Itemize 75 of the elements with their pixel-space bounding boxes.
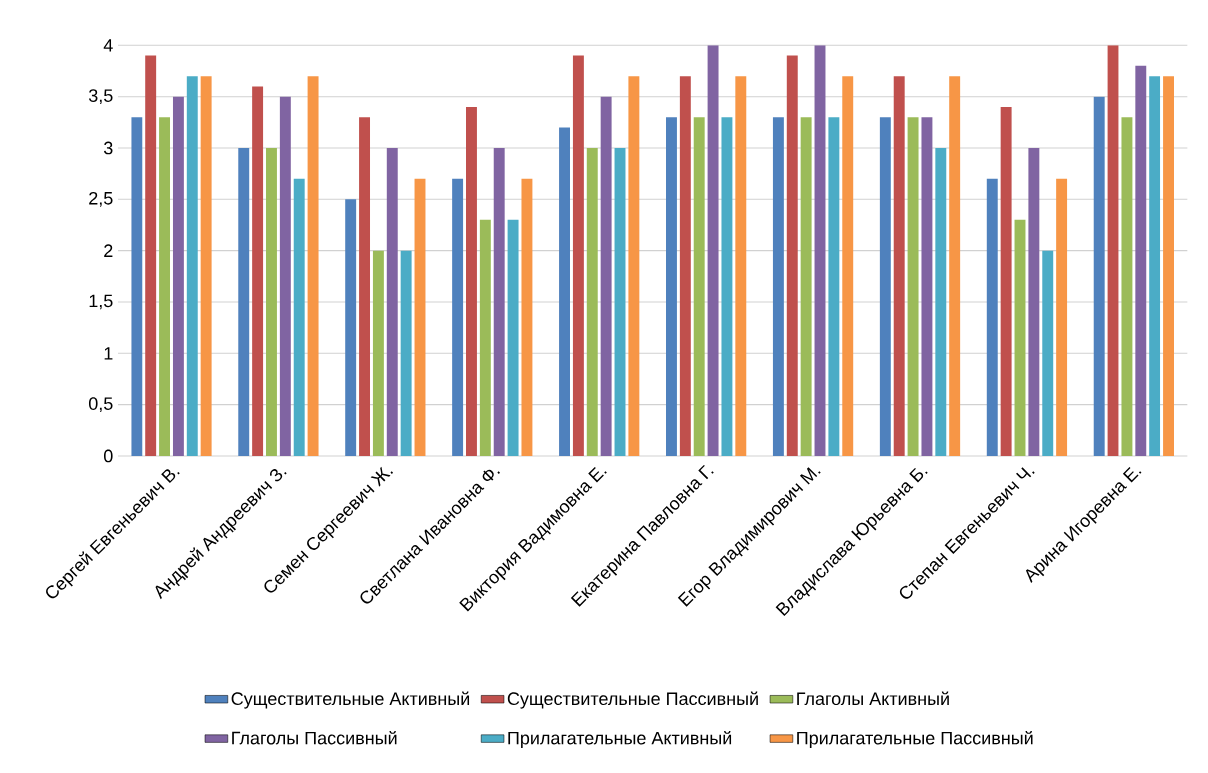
bar xyxy=(414,178,426,456)
bar xyxy=(293,178,305,456)
bar xyxy=(493,147,505,456)
bar xyxy=(572,55,584,456)
bar xyxy=(1042,250,1054,456)
bar xyxy=(307,75,319,456)
bar xyxy=(131,117,143,456)
bar xyxy=(907,117,919,456)
bar xyxy=(479,219,491,456)
bar xyxy=(800,117,812,456)
bar xyxy=(693,117,705,456)
bar xyxy=(666,117,677,456)
legend-label: Глаголы Пассивный xyxy=(232,730,397,745)
bar xyxy=(452,178,464,456)
y-tick-label: 3 xyxy=(103,141,113,155)
bar xyxy=(521,178,533,456)
bar xyxy=(949,75,961,456)
bar xyxy=(1014,219,1026,456)
bar xyxy=(707,45,719,456)
bar xyxy=(172,96,184,456)
legend-label: Прилагательные Пассивный xyxy=(797,730,1033,748)
legend-label: Существительные Активный xyxy=(231,691,470,709)
bar xyxy=(1000,106,1012,456)
bar xyxy=(986,178,998,456)
bar xyxy=(1093,96,1105,456)
bar xyxy=(1135,65,1147,456)
bar xyxy=(159,117,171,456)
bar xyxy=(814,45,826,456)
bar xyxy=(921,117,933,456)
y-tick-label: 4 xyxy=(103,38,113,52)
bar xyxy=(359,117,371,456)
bar xyxy=(252,86,264,456)
y-tick-label: 2 xyxy=(104,244,113,257)
bar xyxy=(600,96,612,456)
bar xyxy=(507,219,519,456)
bar xyxy=(238,147,250,456)
bar xyxy=(1056,178,1068,456)
bar xyxy=(186,75,198,456)
y-tick-label: 3,5 xyxy=(88,89,113,104)
bar xyxy=(786,55,798,456)
bar xyxy=(200,75,212,456)
bar xyxy=(466,106,477,456)
bar xyxy=(266,147,277,456)
bar xyxy=(842,75,854,456)
bar xyxy=(1107,45,1119,456)
bar xyxy=(1028,147,1040,456)
bar xyxy=(372,250,384,456)
bar xyxy=(879,117,891,456)
bar xyxy=(345,199,357,456)
y-tick-label: 0 xyxy=(104,449,113,463)
legend-label: Существительные Пассивный xyxy=(507,691,758,709)
bar xyxy=(893,75,905,456)
bar xyxy=(614,147,626,456)
bar xyxy=(559,127,571,456)
bar xyxy=(145,55,157,456)
legend-label: Глаголы Активный xyxy=(797,691,949,705)
bar xyxy=(400,250,412,456)
bar xyxy=(1149,75,1161,456)
bar xyxy=(279,96,291,456)
bar xyxy=(828,117,840,456)
y-tick-label: 0,5 xyxy=(88,397,113,412)
legend-label: Прилагательные Активный xyxy=(508,730,732,748)
bar xyxy=(735,75,747,456)
bar xyxy=(679,75,691,456)
y-tick-label: 1 xyxy=(104,346,113,360)
bar xyxy=(935,147,947,456)
bar xyxy=(1163,75,1174,456)
bar xyxy=(1121,117,1133,456)
bar xyxy=(721,117,733,456)
y-tick-label: 1,5 xyxy=(89,294,113,310)
bar xyxy=(628,75,640,456)
bar xyxy=(386,147,398,456)
bar xyxy=(772,117,784,456)
bar xyxy=(586,147,598,456)
y-tick-label: 2,5 xyxy=(89,191,113,207)
